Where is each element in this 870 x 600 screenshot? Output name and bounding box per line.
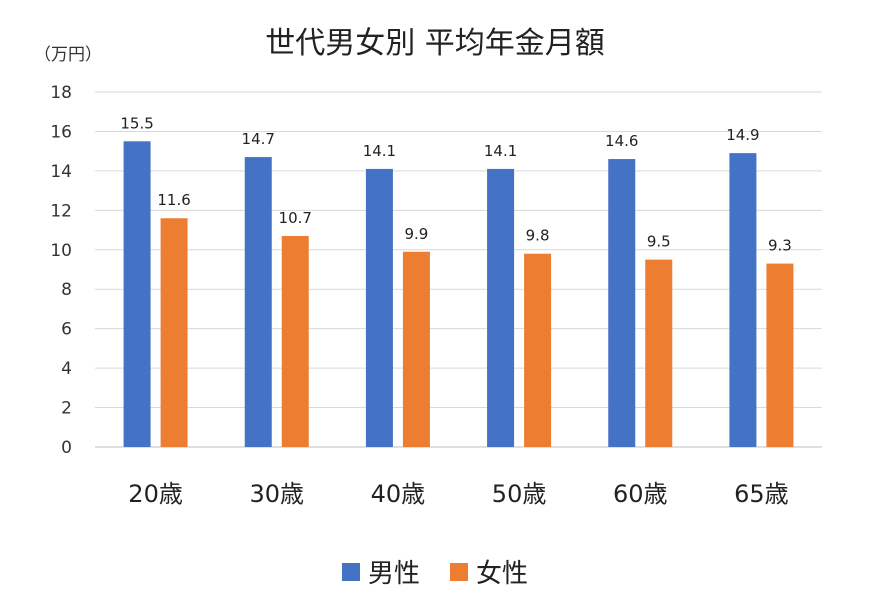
y-tick-label: 6	[61, 320, 72, 340]
bar	[160, 218, 188, 447]
data-labels: 15.5 11.6 14.7 10.7 14.1 9.9 14.1 9.8 14.6 9.5 14.…	[120, 114, 791, 254]
bar	[281, 235, 309, 447]
y-tick-label: 2	[61, 399, 72, 419]
bar	[608, 159, 636, 448]
y-tick-label: 12	[50, 201, 72, 221]
y-axis-unit-label: （万円）	[34, 45, 102, 65]
x-tick-label: 50歳	[492, 480, 547, 508]
legend-label-male: 男性	[367, 559, 420, 589]
data-label: 14.7	[242, 130, 275, 148]
y-tick-label: 10	[50, 241, 72, 261]
y-tick-label: 8	[61, 280, 72, 300]
legend: 男性 女性	[0, 553, 870, 590]
y-tick-label: 0	[61, 438, 72, 458]
data-label: 14.9	[726, 126, 759, 144]
data-label: 9.5	[647, 233, 671, 251]
x-tick-label: 40歳	[371, 480, 426, 508]
bar	[244, 157, 272, 448]
y-tick-label: 18	[50, 83, 72, 103]
legend-item-female: 女性	[450, 553, 528, 590]
y-axis-ticks: 0 2 4 6 8 10 12 14 16 18	[50, 83, 72, 458]
x-tick-label: 65歳	[734, 480, 789, 508]
data-label: 15.5	[120, 114, 153, 132]
data-label: 14.6	[605, 132, 638, 150]
data-label: 9.3	[768, 237, 792, 255]
bar	[365, 168, 393, 447]
legend-label-female: 女性	[476, 559, 529, 589]
y-tick-label: 16	[50, 122, 72, 142]
x-tick-label: 30歳	[249, 480, 304, 508]
data-label: 14.1	[484, 142, 517, 160]
chart-title: 世代男女別 平均年金月額	[265, 26, 605, 61]
bars	[123, 141, 794, 448]
x-axis-ticks: 20歳 30歳 40歳 50歳 60歳 65歳	[128, 480, 788, 508]
data-label: 9.9	[404, 225, 428, 243]
legend-swatch-male	[341, 562, 360, 581]
legend-item-male: 男性	[341, 553, 420, 590]
bar	[487, 168, 515, 447]
data-label: 11.6	[157, 191, 190, 209]
bar	[524, 253, 552, 447]
bar	[766, 263, 794, 447]
y-tick-label: 14	[50, 162, 72, 182]
x-tick-label: 20歳	[128, 480, 183, 508]
bar	[123, 141, 151, 448]
legend-swatch-female	[450, 562, 468, 581]
bar	[729, 153, 757, 447]
y-tick-label: 4	[61, 359, 72, 379]
x-tick-label: 60歳	[613, 480, 668, 508]
bar	[645, 259, 673, 447]
data-label: 14.1	[363, 142, 396, 160]
data-label: 10.7	[279, 209, 312, 227]
data-label: 9.8	[526, 227, 550, 245]
gridlines	[95, 91, 822, 448]
bar	[402, 251, 430, 447]
